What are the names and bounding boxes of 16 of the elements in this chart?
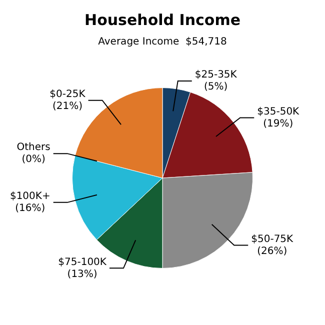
text: (0%) bbox=[22, 154, 46, 166]
data-label: (19%) bbox=[263, 118, 294, 130]
data-label: (5%) bbox=[204, 82, 228, 93]
data-label: (13%) bbox=[67, 268, 98, 280]
chart-title: Household Income bbox=[84, 10, 240, 29]
data-label: (26%) bbox=[257, 246, 288, 257]
chart-subtitle: Average Income $54,718 bbox=[98, 36, 227, 48]
slice-label: $50-75K bbox=[251, 234, 294, 245]
slice-label: $75-100K bbox=[58, 256, 107, 268]
category-label: Others bbox=[16, 142, 50, 154]
slice-label: $25-35K bbox=[194, 70, 238, 81]
slice-label: $0-25K bbox=[50, 88, 86, 100]
data-label: (16%) bbox=[15, 203, 46, 214]
data-label: (21%) bbox=[52, 100, 83, 112]
slice-label: $100K+ bbox=[10, 191, 50, 202]
slice-label: $35-50K bbox=[257, 106, 300, 118]
